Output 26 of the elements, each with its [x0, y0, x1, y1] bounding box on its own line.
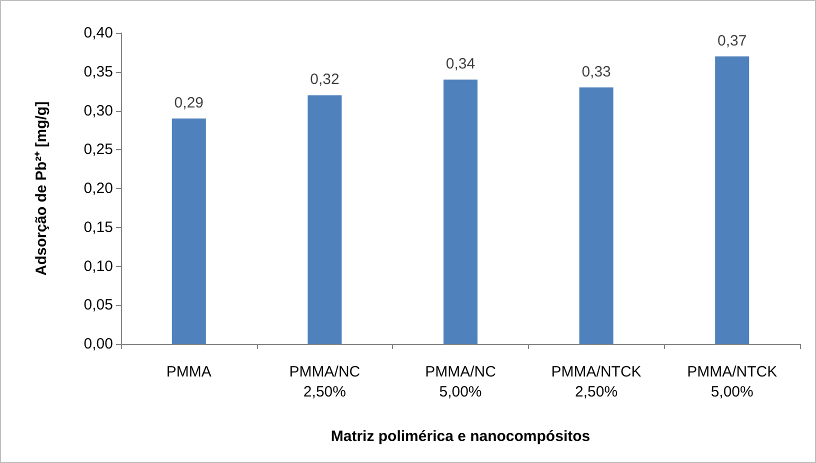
x-tick-label: PMMA/NC 5,00% [425, 364, 496, 400]
data-label: 0,37 [718, 32, 747, 50]
bar [579, 87, 614, 344]
x-tick-label: PMMA/NTCK 5,00% [687, 364, 778, 400]
bar [715, 56, 750, 344]
y-tick-label: 0,15 [84, 218, 113, 236]
x-tick-label: PMMA [166, 364, 212, 380]
y-tick-label: 0,05 [84, 296, 113, 314]
y-tick-label: 0,30 [84, 102, 113, 120]
bar [172, 118, 206, 344]
data-label: 0,34 [446, 56, 476, 73]
data-label: 0,33 [582, 63, 611, 80]
x-tick-label: PMMA/NC 2,50% [289, 364, 360, 400]
y-tick-label: 0,25 [84, 141, 113, 158]
x-axis-title: Matriz polimérica e nanocompósitos [330, 428, 590, 445]
y-tick-label: 0,00 [84, 336, 113, 352]
y-tick-label: 0,10 [84, 258, 113, 275]
bar [444, 80, 478, 344]
bar [308, 95, 342, 344]
y-axis-title: Adsorção de Pb²⁺ [mg/g] [33, 101, 50, 276]
data-label: 0,29 [174, 94, 204, 112]
y-tick-label: 0,20 [84, 180, 113, 197]
data-label: 0,32 [310, 71, 340, 88]
y-tick-label: 0,40 [84, 24, 113, 42]
x-tick-label: PMMA/NTCK 2,50% [551, 364, 642, 400]
y-tick-label: 0,35 [84, 63, 113, 80]
